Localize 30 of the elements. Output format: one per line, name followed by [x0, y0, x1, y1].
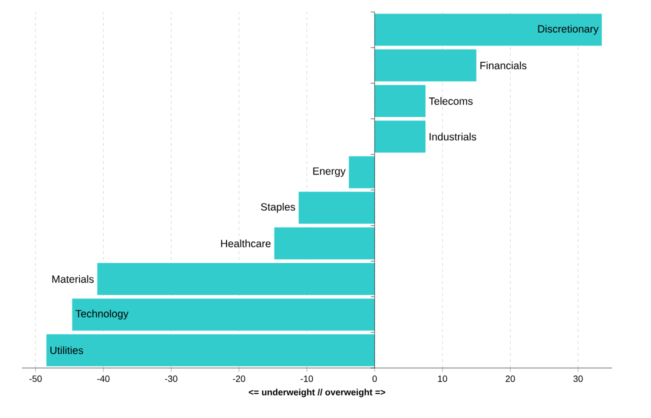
- bar: [374, 120, 426, 153]
- bar: [348, 156, 375, 188]
- y-tick-label: Staples: [260, 202, 296, 213]
- y-tick-label: Materials: [52, 275, 94, 283]
- y-tick-label: Industrials: [430, 132, 476, 140]
- bar: [374, 14, 602, 46]
- x-tick-label: -10: [300, 376, 313, 382]
- y-tick-label: Utilities: [50, 346, 84, 354]
- y-tick-label: Energy: [313, 168, 346, 177]
- y-tick-label: Healthcare: [221, 240, 271, 248]
- x-tick-label: -40: [97, 376, 110, 382]
- y-tick-label: Telecoms: [428, 97, 473, 105]
- x-tick-label: 10: [438, 376, 448, 382]
- x-tick-label: -20: [232, 376, 246, 382]
- x-tick-label: -50: [29, 376, 42, 382]
- x-tick-label: -30: [165, 376, 178, 382]
- bar: [374, 84, 426, 117]
- x-axis-title: <= underweight // overweight =>: [248, 388, 386, 398]
- x-tick-label: 0: [372, 376, 377, 382]
- y-tick-label: Discretionary: [538, 24, 599, 35]
- bar: [46, 334, 375, 366]
- bar: [97, 262, 375, 295]
- x-tick-label: 20: [506, 376, 515, 382]
- bar: [274, 227, 375, 260]
- y-tick-label: Technology: [76, 310, 128, 320]
- bar: [374, 49, 476, 82]
- bar: [298, 192, 375, 224]
- x-tick-label: 30: [573, 376, 583, 382]
- y-tick-label: Financials: [480, 62, 526, 70]
- bar: [72, 298, 375, 331]
